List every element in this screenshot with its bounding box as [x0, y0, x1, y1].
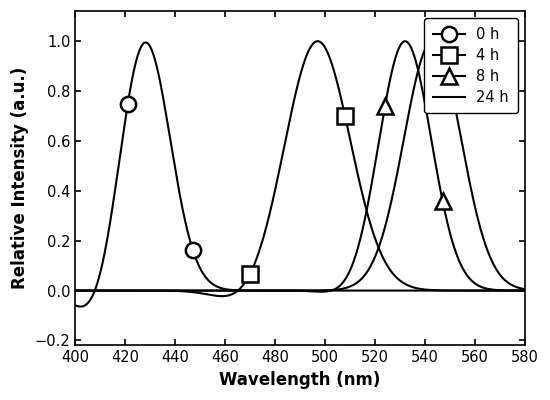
Legend: 0 h, 4 h, 8 h, 24 h: 0 h, 4 h, 8 h, 24 h [424, 18, 518, 114]
X-axis label: Wavelength (nm): Wavelength (nm) [219, 371, 381, 389]
Y-axis label: Relative Intensity (a.u.): Relative Intensity (a.u.) [11, 67, 29, 290]
